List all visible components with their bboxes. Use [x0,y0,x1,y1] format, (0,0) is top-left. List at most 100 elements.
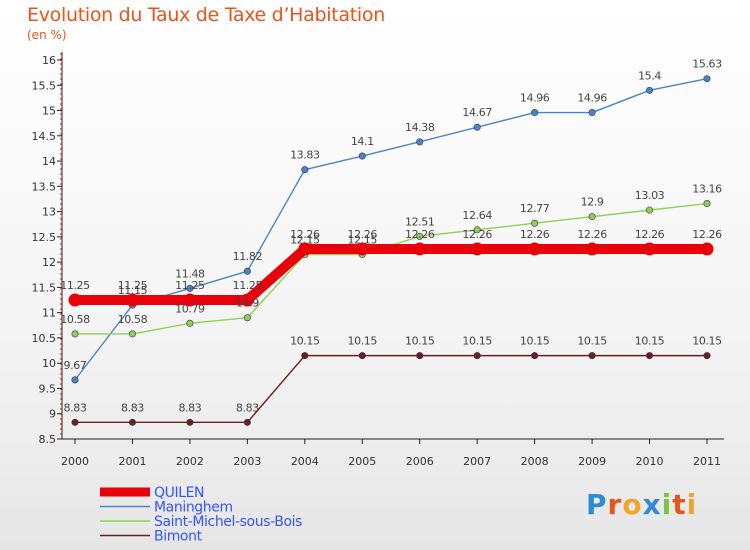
data-label: 10.15 [348,335,378,348]
data-label: 10.15 [462,335,492,348]
data-point [531,352,539,360]
chart-title: Evolution du Taux de Taxe d’Habitation [27,4,385,26]
data-point [183,293,197,307]
y-tick-label: 14.5 [32,130,57,143]
data-point [473,352,481,360]
data-point [243,314,251,322]
y-tick-label: 9.5 [39,382,57,395]
data-point [588,109,596,117]
data-label: 8.83 [178,401,201,414]
data-label: 8.83 [236,401,259,414]
x-tick-label: 2011 [693,455,721,468]
y-tick-label: 10 [42,357,56,370]
data-point [186,284,194,292]
data-label: 12.9 [581,196,604,209]
y-tick-label: 13 [42,206,56,219]
data-label: 12.15 [348,234,378,247]
data-label: 8.83 [121,401,144,414]
data-label: 12.77 [520,202,550,215]
data-point [186,418,194,426]
data-point [700,242,714,256]
data-point [585,242,599,256]
data-label: 10.15 [290,335,320,348]
data-label: 13.03 [635,189,665,202]
data-point [643,242,657,256]
y-tick-label: 9 [49,408,56,421]
data-point [358,152,366,160]
data-point [588,352,596,360]
data-point [71,376,79,384]
x-tick-label: 2007 [463,455,491,468]
data-label: 11.25 [175,279,205,292]
series-line-3 [75,354,707,424]
data-label: 11.48 [175,267,205,280]
data-point [240,293,254,307]
data-label: 12.26 [692,228,722,241]
series-line-0 [75,243,707,306]
data-label: 10.15 [635,335,665,348]
data-point [473,226,481,234]
y-tick-label: 10.5 [32,332,57,345]
data-point [703,75,711,83]
x-tick-label: 2009 [578,455,606,468]
data-point [243,267,251,275]
x-tick-label: 2003 [233,455,261,468]
data-label: 11.15 [118,284,148,297]
data-point [358,352,366,360]
legend-label: Saint-Michel-sous-Bois [154,514,302,530]
logo-letter: P [586,488,608,521]
logo-letter: i [661,488,673,521]
data-label: 12.26 [290,228,320,241]
data-label: 10.58 [118,313,148,326]
data-label: 13.16 [692,183,722,196]
data-label: 12.26 [635,228,665,241]
data-label: 12.51 [405,215,435,228]
data-point [186,319,194,327]
y-tick-label: 14 [42,155,56,168]
data-label: 12.26 [520,228,550,241]
data-label: 11.82 [233,250,263,263]
data-label: 11.25 [233,279,263,292]
data-label: 10.9 [236,297,259,310]
data-point [646,352,654,360]
data-label: 12.26 [348,228,378,241]
data-label: 12.15 [290,234,320,247]
data-point [531,219,539,227]
x-tick-label: 2005 [348,455,376,468]
x-tick-label: 2001 [118,455,146,468]
data-label: 12.26 [577,228,607,241]
x-tick-label: 2004 [291,455,319,468]
data-point [243,418,251,426]
data-label: 14.67 [462,106,492,119]
data-label: 12.26 [405,228,435,241]
data-label: 12.64 [462,209,492,222]
y-tick-label: 11.5 [32,281,57,294]
data-label: 11.25 [60,279,90,292]
data-label: 15.4 [638,69,661,82]
data-point [588,213,596,221]
logo-letter: r [607,488,623,521]
data-point [128,418,136,426]
data-point [703,200,711,208]
y-tick-label: 12 [42,256,56,269]
data-label: 14.38 [405,121,435,134]
data-label: 10.15 [692,335,722,348]
logo-letter: i [686,488,698,521]
data-point [71,418,79,426]
data-label: 10.79 [175,302,205,315]
data-point [68,293,82,307]
data-point [128,330,136,338]
x-tick-label: 2006 [406,455,434,468]
data-point [473,123,481,131]
data-point [125,293,139,307]
data-label: 11.25 [118,279,148,292]
y-tick-label: 8.5 [39,433,57,446]
x-tick-label: 2000 [61,455,89,468]
logo-letter: o [622,488,643,521]
data-label: 14.1 [351,135,374,148]
logo-letter: t [672,488,687,521]
data-point [298,242,312,256]
x-tick-label: 2010 [636,455,664,468]
x-tick-label: 2008 [521,455,549,468]
